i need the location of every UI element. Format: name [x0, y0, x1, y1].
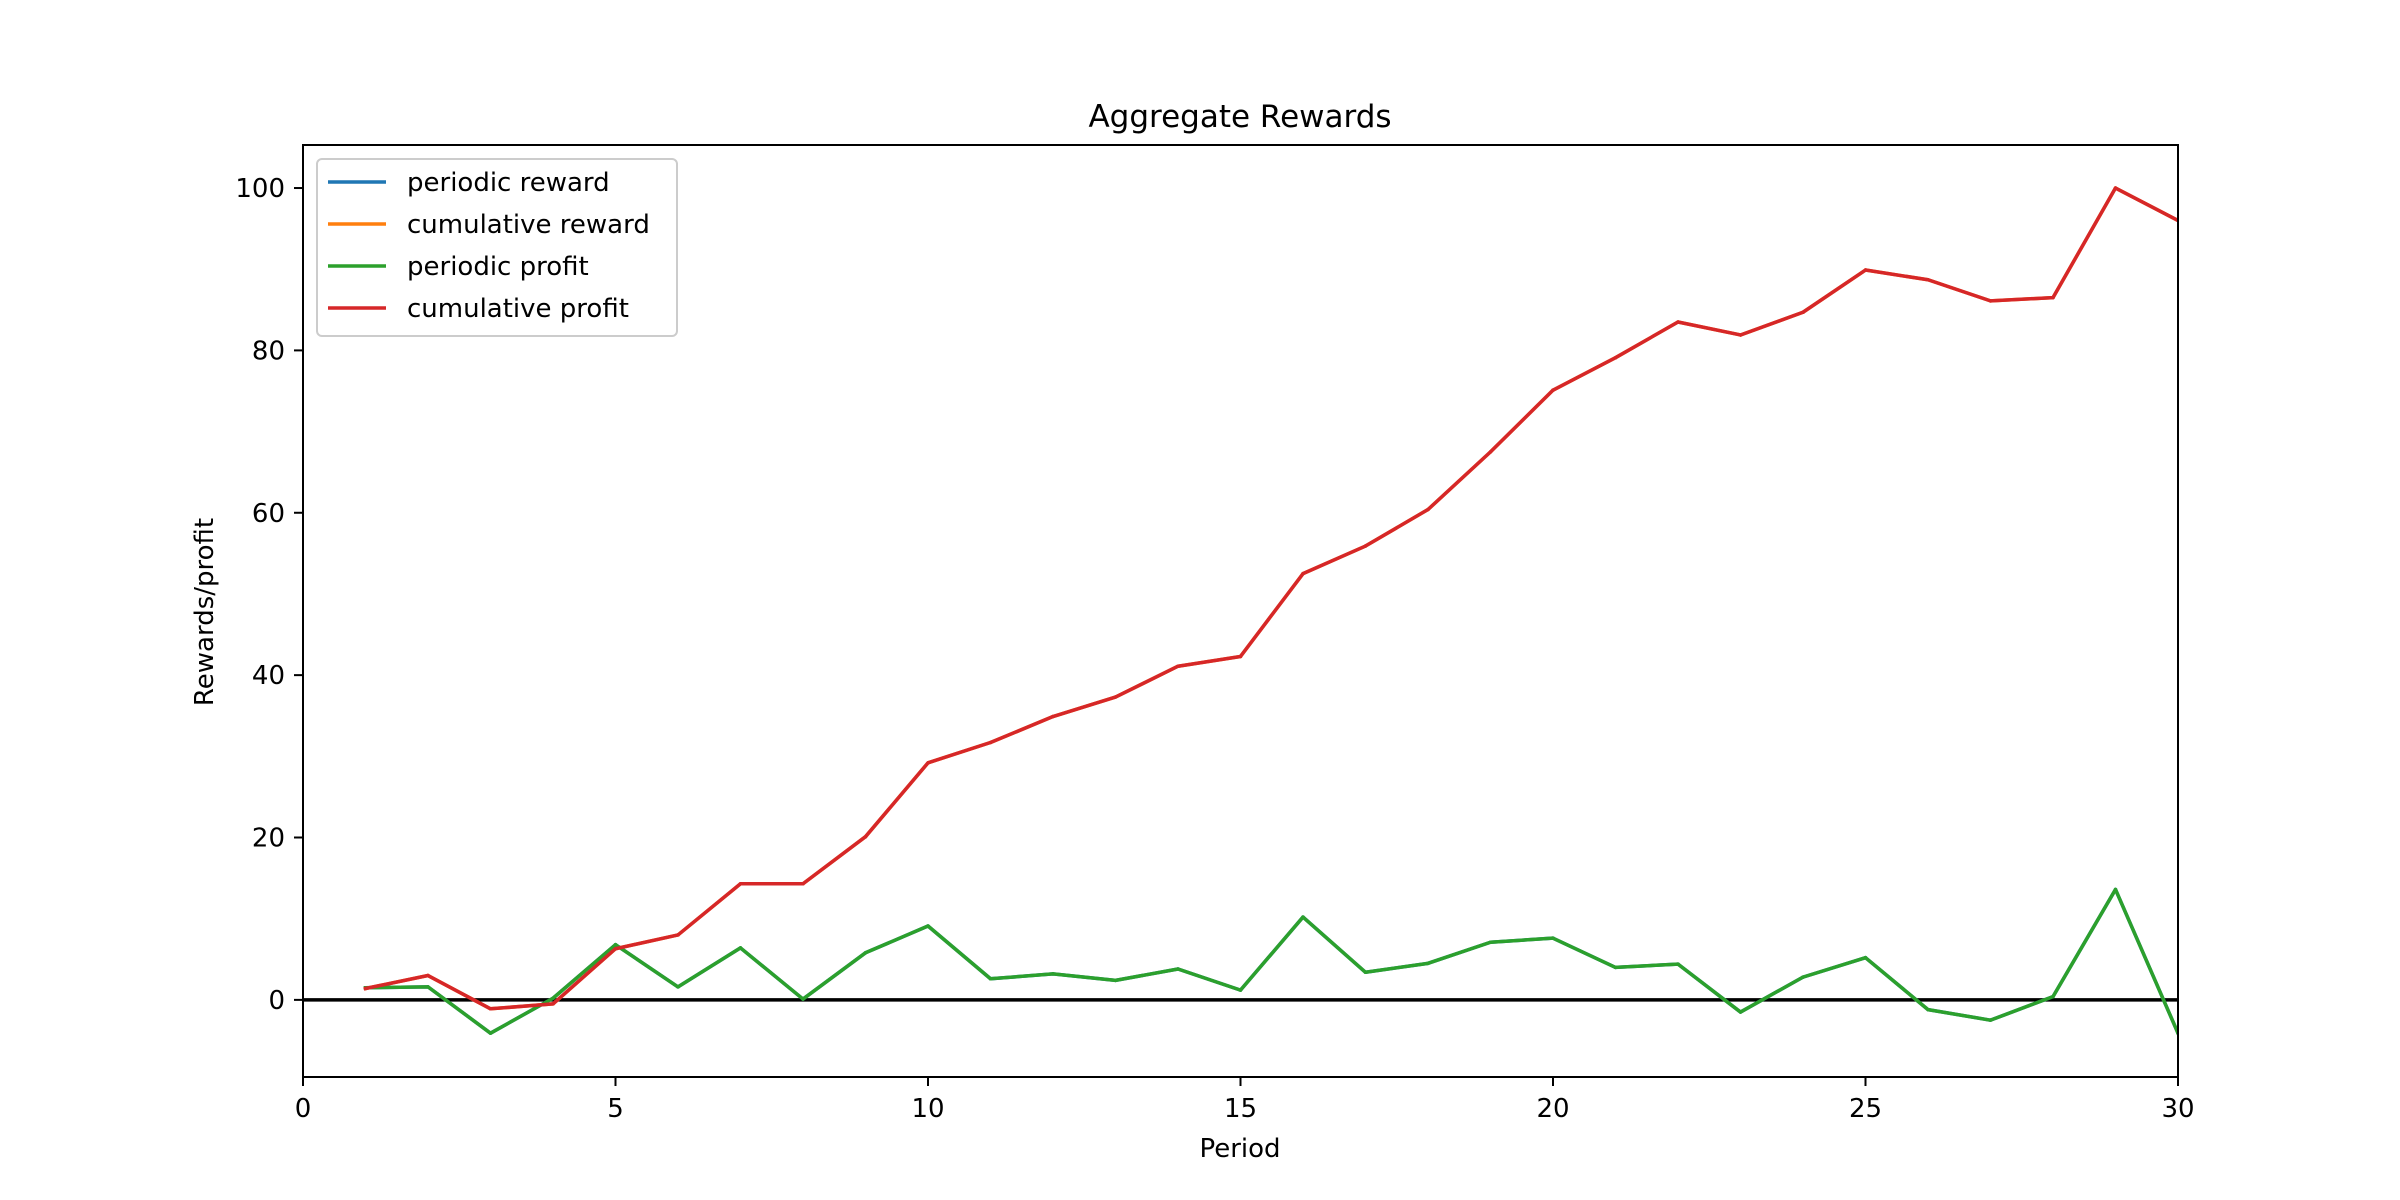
data-point-cumulative-profit [1238, 654, 1243, 659]
data-point-cumulative-profit [2113, 186, 2118, 190]
data-point-cumulative-profit [1926, 278, 1930, 282]
data-point-periodic-profit [801, 997, 805, 1001]
data-point-cumulative-profit [1426, 507, 1430, 512]
legend-entries: periodic reward cumulative reward periodic… [328, 168, 650, 324]
data-point-periodic-profit [1426, 961, 1430, 966]
x-tick-label: 25 [1849, 1094, 1882, 1124]
data-point-periodic-profit [2051, 994, 2055, 999]
x-axis: 0 5 10 15 20 25 30 [295, 1077, 2195, 1124]
data-point-periodic-profit [1926, 1007, 1930, 1012]
y-tick-label: 80 [252, 336, 285, 366]
data-point-cumulative-profit [801, 882, 805, 886]
data-point-cumulative-profit [363, 986, 368, 991]
data-point-cumulative-profit [1676, 320, 1680, 324]
data-point-periodic-profit [1738, 1010, 1743, 1014]
data-point-periodic-profit [738, 946, 743, 950]
data-point-cumulative-profit [2051, 295, 2055, 300]
data-point-periodic-profit [1551, 936, 1555, 940]
data-point-periodic-profit [426, 985, 430, 989]
x-axis-label: Period [1199, 1134, 1280, 1164]
data-point-cumulative-profit [1488, 450, 1493, 454]
data-point-periodic-profit [1488, 940, 1493, 944]
data-point-periodic-profit [1363, 970, 1368, 975]
y-tick-label: 40 [252, 661, 285, 691]
x-tick-label: 20 [1536, 1094, 1569, 1124]
x-tick-label: 10 [911, 1094, 944, 1124]
y-axis: 0 20 40 60 80 100 [235, 174, 303, 1016]
legend-label: periodic profit [407, 252, 589, 282]
x-tick-label: 15 [1224, 1094, 1257, 1124]
data-point-cumulative-profit [551, 1002, 555, 1006]
data-point-periodic-profit [1988, 1018, 1993, 1022]
data-point-periodic-profit [676, 985, 680, 989]
y-tick-label: 100 [235, 174, 285, 204]
data-point-cumulative-profit [488, 1007, 493, 1011]
x-tick-label: 0 [295, 1094, 312, 1124]
data-point-periodic-profit [551, 996, 555, 1001]
data-point-periodic-profit [2113, 887, 2118, 892]
data-point-cumulative-profit [1863, 268, 1868, 272]
data-point-cumulative-profit [676, 933, 680, 937]
series-layer [363, 186, 2178, 1036]
data-point-cumulative-profit [1988, 299, 1993, 303]
legend-box [316, 158, 678, 337]
data-point-cumulative-profit [926, 761, 930, 765]
data-point-periodic-profit [1613, 965, 1618, 970]
data-point-cumulative-profit [1176, 664, 1180, 668]
legend: periodic reward cumulative reward periodic… [316, 158, 678, 337]
data-point-cumulative-profit [1051, 714, 1055, 719]
data-point-cumulative-profit [1801, 310, 1805, 314]
data-point-cumulative-profit [613, 946, 618, 951]
data-point-cumulative-profit [1551, 388, 1555, 392]
data-point-cumulative-profit [738, 882, 743, 886]
data-point-periodic-profit [926, 924, 930, 928]
legend-label: cumulative profit [407, 294, 629, 324]
data-point-cumulative-profit [988, 740, 993, 745]
plot-area [302, 144, 2179, 1078]
chart-title: Aggregate Rewards [1088, 99, 1391, 135]
data-point-cumulative-profit [1613, 355, 1618, 360]
data-point-periodic-profit [613, 942, 618, 947]
data-point-periodic-profit [1676, 962, 1680, 966]
data-point-periodic-profit [863, 951, 868, 955]
legend-label: cumulative reward [407, 210, 650, 240]
data-point-cumulative-profit [1363, 544, 1368, 548]
data-point-periodic-profit [1051, 972, 1055, 976]
y-tick-label: 20 [252, 824, 285, 854]
y-axis-label: Rewards/profit [190, 518, 220, 706]
data-point-periodic-profit [1801, 975, 1805, 979]
data-point-periodic-profit [1863, 955, 1868, 960]
data-point-periodic-profit [988, 977, 993, 981]
y-tick-label: 0 [268, 986, 285, 1016]
series-line-cumulative-profit [363, 186, 2178, 1011]
data-point-cumulative-profit [1738, 333, 1743, 337]
data-point-periodic-profit [1176, 967, 1180, 971]
data-point-cumulative-profit [863, 834, 868, 839]
data-point-cumulative-profit [1301, 571, 1305, 576]
data-point-periodic-profit [1113, 978, 1118, 983]
data-point-periodic-profit [1301, 915, 1305, 919]
x-tick-label: 5 [607, 1094, 624, 1124]
series-line-periodic-profit [363, 887, 2178, 1036]
data-point-cumulative-profit [426, 973, 430, 978]
data-point-cumulative-profit [1113, 695, 1118, 699]
legend-label: periodic reward [407, 168, 610, 198]
data-point-periodic-profit [488, 1031, 493, 1035]
y-tick-label: 60 [252, 499, 285, 529]
data-point-periodic-profit [1238, 988, 1243, 992]
x-tick-label: 30 [2161, 1094, 2194, 1124]
